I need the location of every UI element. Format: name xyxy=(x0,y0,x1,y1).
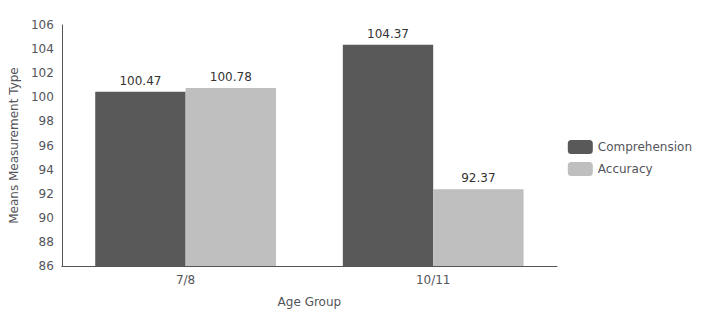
svg-text:90: 90 xyxy=(39,211,54,225)
svg-text:Accuracy: Accuracy xyxy=(598,162,653,176)
svg-text:96: 96 xyxy=(39,139,54,153)
svg-text:86: 86 xyxy=(39,259,54,273)
svg-text:100: 100 xyxy=(31,90,54,104)
svg-text:10/11: 10/11 xyxy=(416,273,451,287)
svg-text:Age Group: Age Group xyxy=(278,295,342,309)
svg-text:Means Measurement Type: Means Measurement Type xyxy=(7,67,21,224)
svg-text:88: 88 xyxy=(39,235,54,249)
svg-text:Comprehension: Comprehension xyxy=(598,140,692,154)
svg-text:100.78: 100.78 xyxy=(210,70,252,84)
svg-text:7/8: 7/8 xyxy=(176,273,195,287)
svg-text:92: 92 xyxy=(39,187,54,201)
svg-text:98: 98 xyxy=(39,114,54,128)
svg-text:100.47: 100.47 xyxy=(119,74,161,88)
svg-text:94: 94 xyxy=(39,163,54,177)
svg-text:104: 104 xyxy=(31,42,54,56)
svg-text:104.37: 104.37 xyxy=(367,27,409,41)
svg-text:106: 106 xyxy=(31,18,54,32)
svg-text:102: 102 xyxy=(31,66,54,80)
svg-text:92.37: 92.37 xyxy=(461,171,495,185)
